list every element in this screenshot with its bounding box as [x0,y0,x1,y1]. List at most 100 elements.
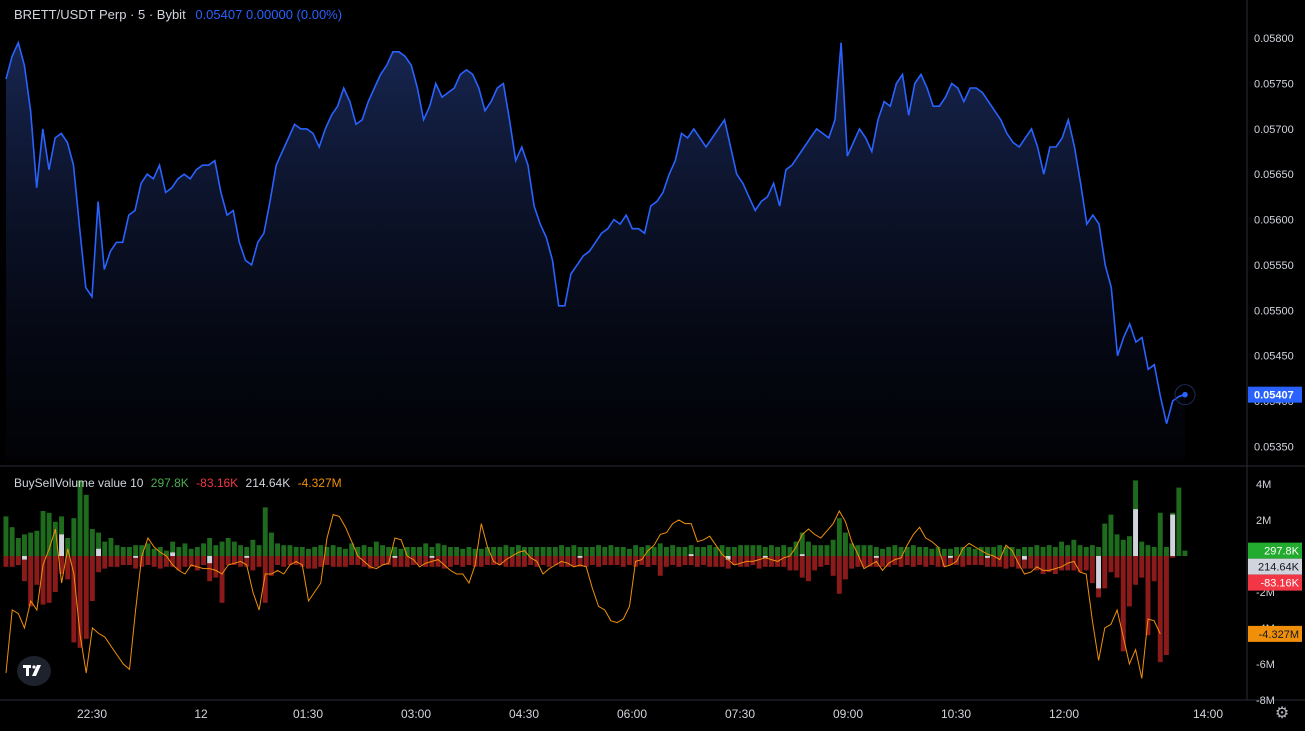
buy-volume-bar [688,545,694,556]
net-volume-bar [170,552,176,556]
sell-volume-bar [355,556,361,565]
buy-volume-bar [1077,545,1083,556]
buy-volume-bar [972,548,978,556]
sell-volume-bar [225,556,231,565]
price-tick-label: 0.05350 [1254,441,1294,453]
sell-volume-bar [577,556,583,567]
sell-volume-bar [552,556,558,565]
sell-volume-bar [830,556,836,576]
sell-volume-bar [441,556,447,569]
buy-volume-bar [398,548,404,556]
sell-volume-bar [151,556,157,567]
last-point-halo [1174,384,1196,406]
buy-volume-bar [824,545,830,556]
buy-volume-bar [806,541,811,556]
buy-volume-bar [343,548,348,556]
sell-volume-bar [102,556,108,569]
sell-volume-bar [336,556,342,567]
net-volume-bar [392,556,398,558]
sell-volume-bar [707,556,713,567]
net-value-tag [1248,558,1302,575]
sell-volume-bar [219,556,225,603]
buy-volume-bar [941,548,947,556]
buy-volume-bar [491,547,497,556]
sell-volume-bar [83,556,89,639]
last-price: 0.05407 [195,7,243,22]
sell-volume-bar [262,556,268,603]
buy-volume-bar [836,518,842,556]
buy-volume-bar [386,547,392,556]
buy-volume-bar [682,547,688,556]
sell-volume-bar [701,556,706,565]
gear-icon[interactable]: ⚙ [1274,705,1290,722]
sell-volume-bar [65,556,71,580]
sell-volume-bar [318,556,324,567]
sell-volume-bar [454,556,459,565]
sell-volume-bar [213,556,219,578]
sell-volume-bar [120,556,126,565]
price-tick-label: 0.05600 [1254,215,1294,227]
buy-volume-bar [664,547,669,556]
buy-volume-bar [83,494,89,556]
buy-volume-bar [1034,545,1040,556]
buy-volume-bar [188,548,194,556]
indicator-name[interactable]: BuySellVolume value 10 [14,476,144,490]
buy-volume-bar [503,545,509,556]
sell-volume-bar [1164,556,1169,655]
buy-volume-bar [528,547,534,556]
symbol-title[interactable]: BRETT/USDT Perp · 5 · Bybit [14,7,186,22]
price-tick-label: 0.05700 [1254,124,1294,136]
net-volume-bar [688,554,694,556]
buy-volume-bar [497,547,503,556]
buy-volume-bar [417,547,422,556]
buy-volume-bar [892,545,898,556]
buy-volume-bar [694,547,700,556]
buy-volume-bar [583,547,589,556]
sell-volume-bar [133,556,139,569]
buy-volume-bar [657,543,663,556]
sell-volume-bar [380,556,385,565]
sell-volume-bar [1071,556,1077,571]
buy-volume-bar [410,547,416,556]
buy-volume-bar [429,547,435,556]
sell-volume-bar [645,556,651,567]
buy-volume-bar [373,541,379,556]
buy-volume-bar [231,541,237,556]
buy-volume-bar [1059,541,1064,556]
net-volume-bar [1133,509,1138,556]
buy-volume-bar [355,547,361,556]
sell-volume-bar [602,556,608,565]
buy-volume-bar [139,545,145,556]
sell-volume-bar [719,556,725,567]
buy-volume-bar [108,538,114,556]
axis-value-labels: 0.05407 297.8K 214.64K -83.16K -4.327M [1248,386,1302,642]
buy-volume-bar [1120,539,1126,556]
indicator-header: BuySellVolume value 10 297.8K -83.16K 21… [14,476,346,490]
buy-volume-bar [614,547,620,556]
indicator-buy: 297.8K [150,476,189,490]
buy-volume-bar [991,547,997,556]
sell-volume-bar [565,556,571,567]
buy-volume-bar [849,543,855,556]
buy-volume-bar [966,547,972,556]
buy-volume-bar [559,545,564,556]
buy-volume-bar [781,545,787,556]
sell-volume-bar [194,556,200,571]
sell-volume-bar [769,556,774,567]
buy-volume-bar [324,547,330,556]
sell-volume-bar [1089,556,1095,583]
sell-volume-bar [861,556,867,567]
tradingview-logo-icon[interactable] [17,656,51,686]
buy-volume-bar [546,547,552,556]
time-tick-label: 07:30 [725,707,755,721]
buy-volume-bar [738,545,743,556]
sell-volume-bar [596,556,601,567]
buy-volume-bar [170,541,176,556]
sell-volume-bar [713,556,719,567]
buy-volume-bar [207,538,213,556]
sell-volume-bar [293,556,299,565]
buy-volume-bar [1145,545,1151,556]
buy-volume-bar [707,545,713,556]
sell-volume-bar [164,556,169,567]
